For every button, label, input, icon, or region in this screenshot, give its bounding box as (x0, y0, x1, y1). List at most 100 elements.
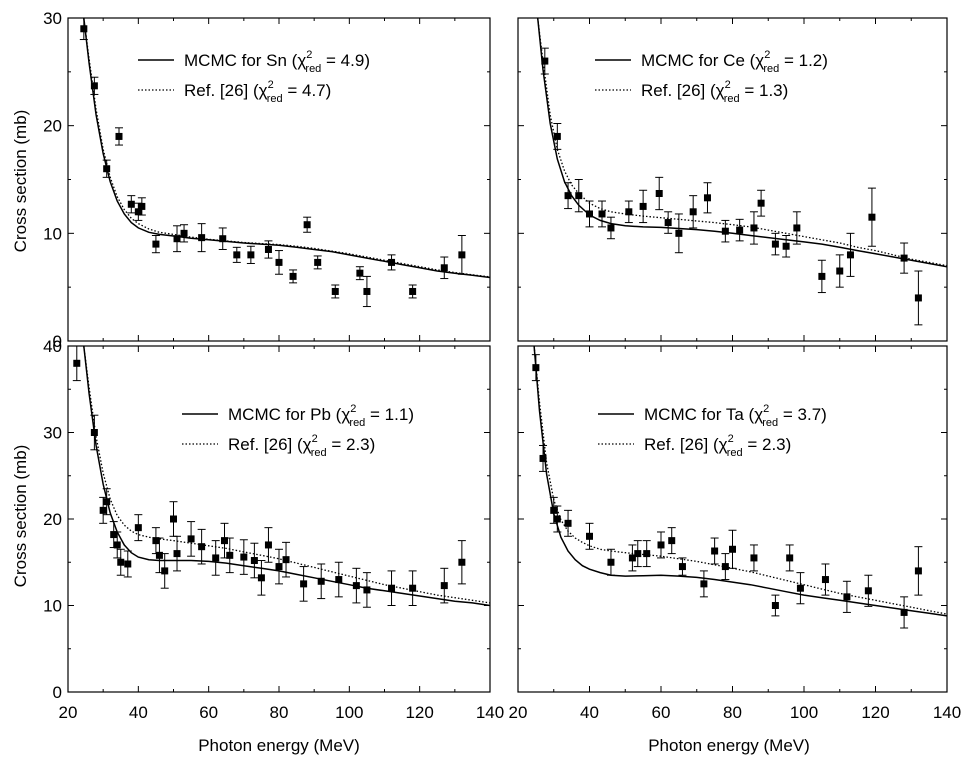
data-point (531, 354, 540, 382)
legend-entry: Ref. [26] (χ2 red = 4.7) (184, 79, 331, 105)
data-marker (757, 199, 765, 207)
data-marker (282, 556, 290, 564)
x-tick-label: 120 (861, 703, 889, 722)
data-point (678, 557, 687, 576)
data-point (598, 200, 607, 228)
data-point (585, 200, 594, 228)
data-marker (668, 537, 676, 545)
data-point (408, 284, 417, 299)
data-marker (711, 547, 719, 555)
data-marker (771, 240, 779, 248)
data-point (299, 566, 308, 602)
data-point (72, 346, 81, 382)
data-marker (115, 132, 123, 140)
legend: MCMC for Ta (χ2 red = 3.7) Ref. [26] (χ2 re… (598, 403, 827, 459)
y-axis-label-bottom: Cross section (mb) (11, 445, 30, 588)
data-marker (363, 586, 371, 594)
data-point (197, 528, 206, 565)
data-marker (782, 242, 790, 250)
data-point (628, 544, 637, 572)
data-point (757, 189, 766, 217)
data-point (699, 570, 708, 598)
data-marker (73, 359, 81, 367)
data-point (657, 531, 665, 559)
data-point (624, 200, 633, 224)
data-marker (134, 208, 142, 216)
data-marker (317, 577, 325, 585)
data-marker (678, 563, 686, 571)
data-point (187, 521, 196, 557)
data-marker (700, 580, 708, 588)
data-marker (664, 219, 672, 227)
data-marker (134, 524, 142, 532)
plot-frame (517, 345, 948, 693)
data-marker (821, 576, 829, 584)
data-marker (198, 543, 206, 551)
data-point (639, 189, 648, 224)
data-point (633, 540, 642, 568)
data-marker (586, 210, 593, 218)
ref-curve (83, 18, 490, 278)
data-marker (900, 254, 908, 262)
data-marker (170, 515, 177, 523)
data-marker (564, 519, 572, 527)
data-marker (657, 541, 665, 549)
data-point (123, 550, 132, 578)
data-marker (103, 498, 111, 506)
data-point (914, 270, 923, 326)
data-marker (90, 82, 98, 90)
data-point (151, 234, 160, 254)
data-marker (532, 364, 540, 372)
data-point (180, 224, 189, 243)
data-point (151, 527, 160, 555)
x-tick-label: 140 (933, 703, 961, 722)
data-marker (138, 202, 146, 210)
data-marker (607, 224, 615, 232)
data-point (313, 255, 322, 270)
panel-top-left: 0 10 20 30 MCMC for Sn (χ2 red = 4.9) Ref. [26… (43, 9, 491, 351)
data-marker (275, 563, 283, 571)
data-point (553, 505, 562, 533)
data-point (642, 540, 651, 568)
legend-entry: MCMC for Ta (χ2 red = 3.7) (644, 403, 827, 429)
data-marker (264, 245, 272, 253)
data-point (387, 570, 396, 606)
data-point (735, 218, 744, 242)
legend-entry: Ref. [26] (χ2 red = 2.3) (644, 433, 791, 459)
data-marker (440, 264, 448, 272)
data-marker (99, 506, 107, 514)
data-point (303, 216, 312, 233)
data-marker (703, 194, 711, 202)
data-point (102, 488, 111, 516)
data-marker (152, 240, 160, 248)
data-point (102, 159, 111, 178)
data-marker (152, 537, 160, 545)
x-tick-label: 40 (580, 703, 599, 722)
data-point (173, 535, 182, 572)
data-point (792, 211, 801, 245)
data-marker (625, 208, 633, 216)
data-point (387, 254, 396, 271)
data-marker (721, 563, 729, 571)
data-marker (180, 229, 188, 237)
data-marker (539, 454, 547, 462)
data-marker (409, 287, 417, 295)
data-point (667, 527, 676, 555)
data-point (457, 234, 466, 275)
data-point (771, 232, 780, 256)
mcmc-curve (533, 346, 947, 617)
legend-entry: Ref. [26] (χ2 red = 2.3) (228, 433, 375, 459)
data-point (197, 223, 206, 253)
data-marker (458, 558, 466, 566)
curves (536, 18, 947, 326)
data-marker (655, 189, 663, 197)
data-point (211, 540, 220, 576)
data-marker (212, 554, 220, 562)
data-marker (639, 202, 647, 210)
data-marker (388, 258, 396, 266)
data-marker (117, 558, 125, 566)
data-point (457, 540, 466, 585)
data-point (275, 250, 283, 275)
data-point (362, 275, 371, 308)
data-point (821, 563, 830, 596)
